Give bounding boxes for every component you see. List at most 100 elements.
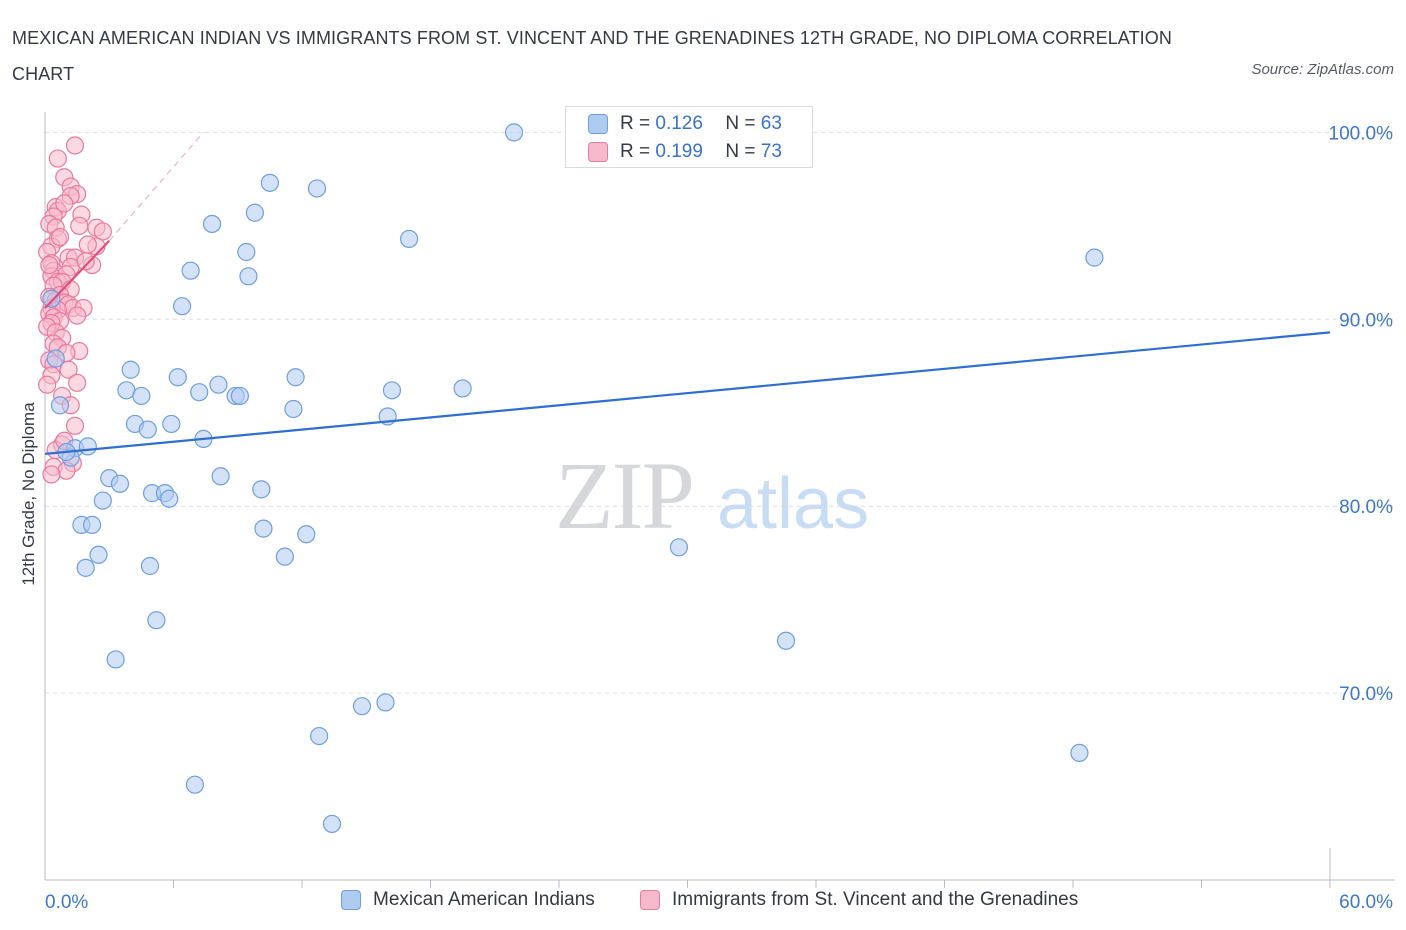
blue-point bbox=[132, 386, 151, 406]
watermark-zip: ZIP bbox=[555, 442, 693, 549]
stats-r-label: R = bbox=[620, 141, 651, 162]
blue-point bbox=[1085, 248, 1104, 267]
stats-r-label: R = bbox=[620, 113, 651, 134]
blue-point bbox=[160, 489, 179, 508]
pink-point bbox=[65, 136, 85, 155]
blue-point bbox=[453, 379, 472, 398]
stats-legend: R = 0.126 N = 63 R = 0.199 N = 73 bbox=[565, 106, 813, 168]
blue-point bbox=[382, 381, 402, 400]
blue-point bbox=[209, 375, 228, 394]
stats-n-value: 73 bbox=[760, 141, 782, 162]
blue-point bbox=[1070, 743, 1089, 763]
blue-point bbox=[275, 547, 294, 566]
pink-point bbox=[65, 416, 85, 435]
blue-point bbox=[211, 467, 230, 486]
blue-trend-line bbox=[44, 331, 1331, 455]
watermark: ZIP atlas bbox=[555, 442, 869, 549]
blue-point bbox=[252, 480, 271, 499]
blue-point bbox=[307, 179, 327, 198]
blue-point bbox=[399, 229, 419, 249]
y-tick-label: 70.0% bbox=[1339, 684, 1393, 705]
y-tick-label: 80.0% bbox=[1339, 497, 1393, 518]
blue-point bbox=[110, 474, 130, 493]
blue-point bbox=[93, 491, 112, 510]
legend-item-st-vincent: Immigrants from St. Vincent and the Gren… bbox=[640, 889, 1078, 911]
blue-point bbox=[162, 414, 181, 434]
blue-point bbox=[138, 420, 157, 439]
pink-series-points bbox=[38, 136, 112, 484]
blue-point bbox=[76, 558, 95, 577]
blue-point bbox=[42, 289, 61, 308]
y-tick-label: 100.0% bbox=[1329, 123, 1394, 144]
stats-swatch-pink bbox=[588, 142, 608, 162]
pink-trend-extension bbox=[108, 131, 204, 242]
legend-swatch-blue bbox=[341, 890, 361, 910]
blue-point bbox=[286, 368, 305, 387]
blue-point bbox=[50, 396, 70, 415]
y-axis-label: 12th Grade, No Diploma bbox=[19, 402, 38, 586]
pink-point bbox=[50, 227, 70, 247]
blue-point bbox=[352, 697, 372, 716]
blue-point bbox=[147, 611, 166, 630]
blue-point bbox=[297, 525, 316, 544]
blue-point bbox=[669, 538, 689, 557]
stats-n-label: N = bbox=[725, 141, 756, 162]
blue-point bbox=[168, 368, 187, 387]
x-tick-label-max: 60.0% bbox=[1339, 892, 1393, 913]
legend-label: Mexican American Indians bbox=[373, 889, 595, 910]
blue-point bbox=[260, 173, 279, 192]
blue-point bbox=[310, 726, 329, 746]
pink-point bbox=[68, 373, 87, 392]
blue-point bbox=[181, 261, 200, 280]
blue-point bbox=[237, 242, 256, 262]
stats-n-label: N = bbox=[725, 113, 756, 134]
pink-point bbox=[40, 255, 59, 275]
blue-point bbox=[83, 515, 102, 534]
pink-point bbox=[59, 360, 78, 379]
blue-point bbox=[504, 123, 524, 142]
blue-point bbox=[89, 545, 108, 564]
blue-point bbox=[254, 519, 273, 538]
stats-row-pink: R = 0.199 N = 73 bbox=[588, 138, 782, 166]
blue-point bbox=[46, 349, 65, 368]
stats-r-value: 0.126 bbox=[655, 113, 703, 134]
pink-point bbox=[76, 252, 95, 271]
pink-point bbox=[93, 222, 112, 241]
blue-point bbox=[239, 267, 258, 286]
pink-point bbox=[48, 149, 67, 168]
pink-point bbox=[68, 306, 87, 325]
legend-item-mexican-american-indians: Mexican American Indians bbox=[341, 889, 595, 911]
blue-point bbox=[190, 383, 209, 402]
trend-lines bbox=[44, 131, 1331, 455]
stats-swatch-blue bbox=[588, 114, 608, 134]
blue-point bbox=[185, 775, 205, 794]
pink-point bbox=[55, 194, 74, 213]
pink-point bbox=[70, 216, 89, 235]
blue-point bbox=[78, 437, 97, 456]
source-label: Source: ZipAtlas.com bbox=[1251, 61, 1394, 78]
legend-swatch-pink bbox=[640, 890, 660, 910]
chart-title: MEXICAN AMERICAN INDIAN VS IMMIGRANTS FR… bbox=[12, 28, 1172, 84]
pink-point bbox=[78, 235, 97, 254]
blue-point bbox=[202, 214, 222, 234]
pink-point bbox=[42, 465, 61, 484]
blue-point bbox=[106, 650, 125, 669]
pink-point bbox=[38, 375, 57, 394]
bottom-legend: Mexican American Indians Immigrants from… bbox=[0, 889, 1406, 917]
blue-point bbox=[172, 297, 192, 316]
blue-point bbox=[245, 203, 264, 222]
blue-point bbox=[230, 386, 249, 406]
blue-point bbox=[140, 556, 160, 576]
stats-row-blue: R = 0.126 N = 63 bbox=[588, 110, 782, 138]
blue-point bbox=[121, 360, 140, 379]
watermark-atlas: atlas bbox=[717, 464, 869, 544]
stats-n-value: 63 bbox=[760, 113, 782, 134]
stats-r-value: 0.199 bbox=[655, 141, 703, 162]
blue-point bbox=[284, 399, 303, 419]
blue-point bbox=[376, 693, 395, 712]
y-tick-label: 90.0% bbox=[1339, 310, 1393, 331]
x-tick-label-min: 0.0% bbox=[45, 892, 88, 913]
pink-trend-line bbox=[44, 240, 111, 309]
tick-labels: 70.0% 80.0% 90.0% 100.0% 0.0% 60.0% bbox=[45, 123, 1393, 913]
legend-label: Immigrants from St. Vincent and the Gren… bbox=[672, 889, 1079, 910]
